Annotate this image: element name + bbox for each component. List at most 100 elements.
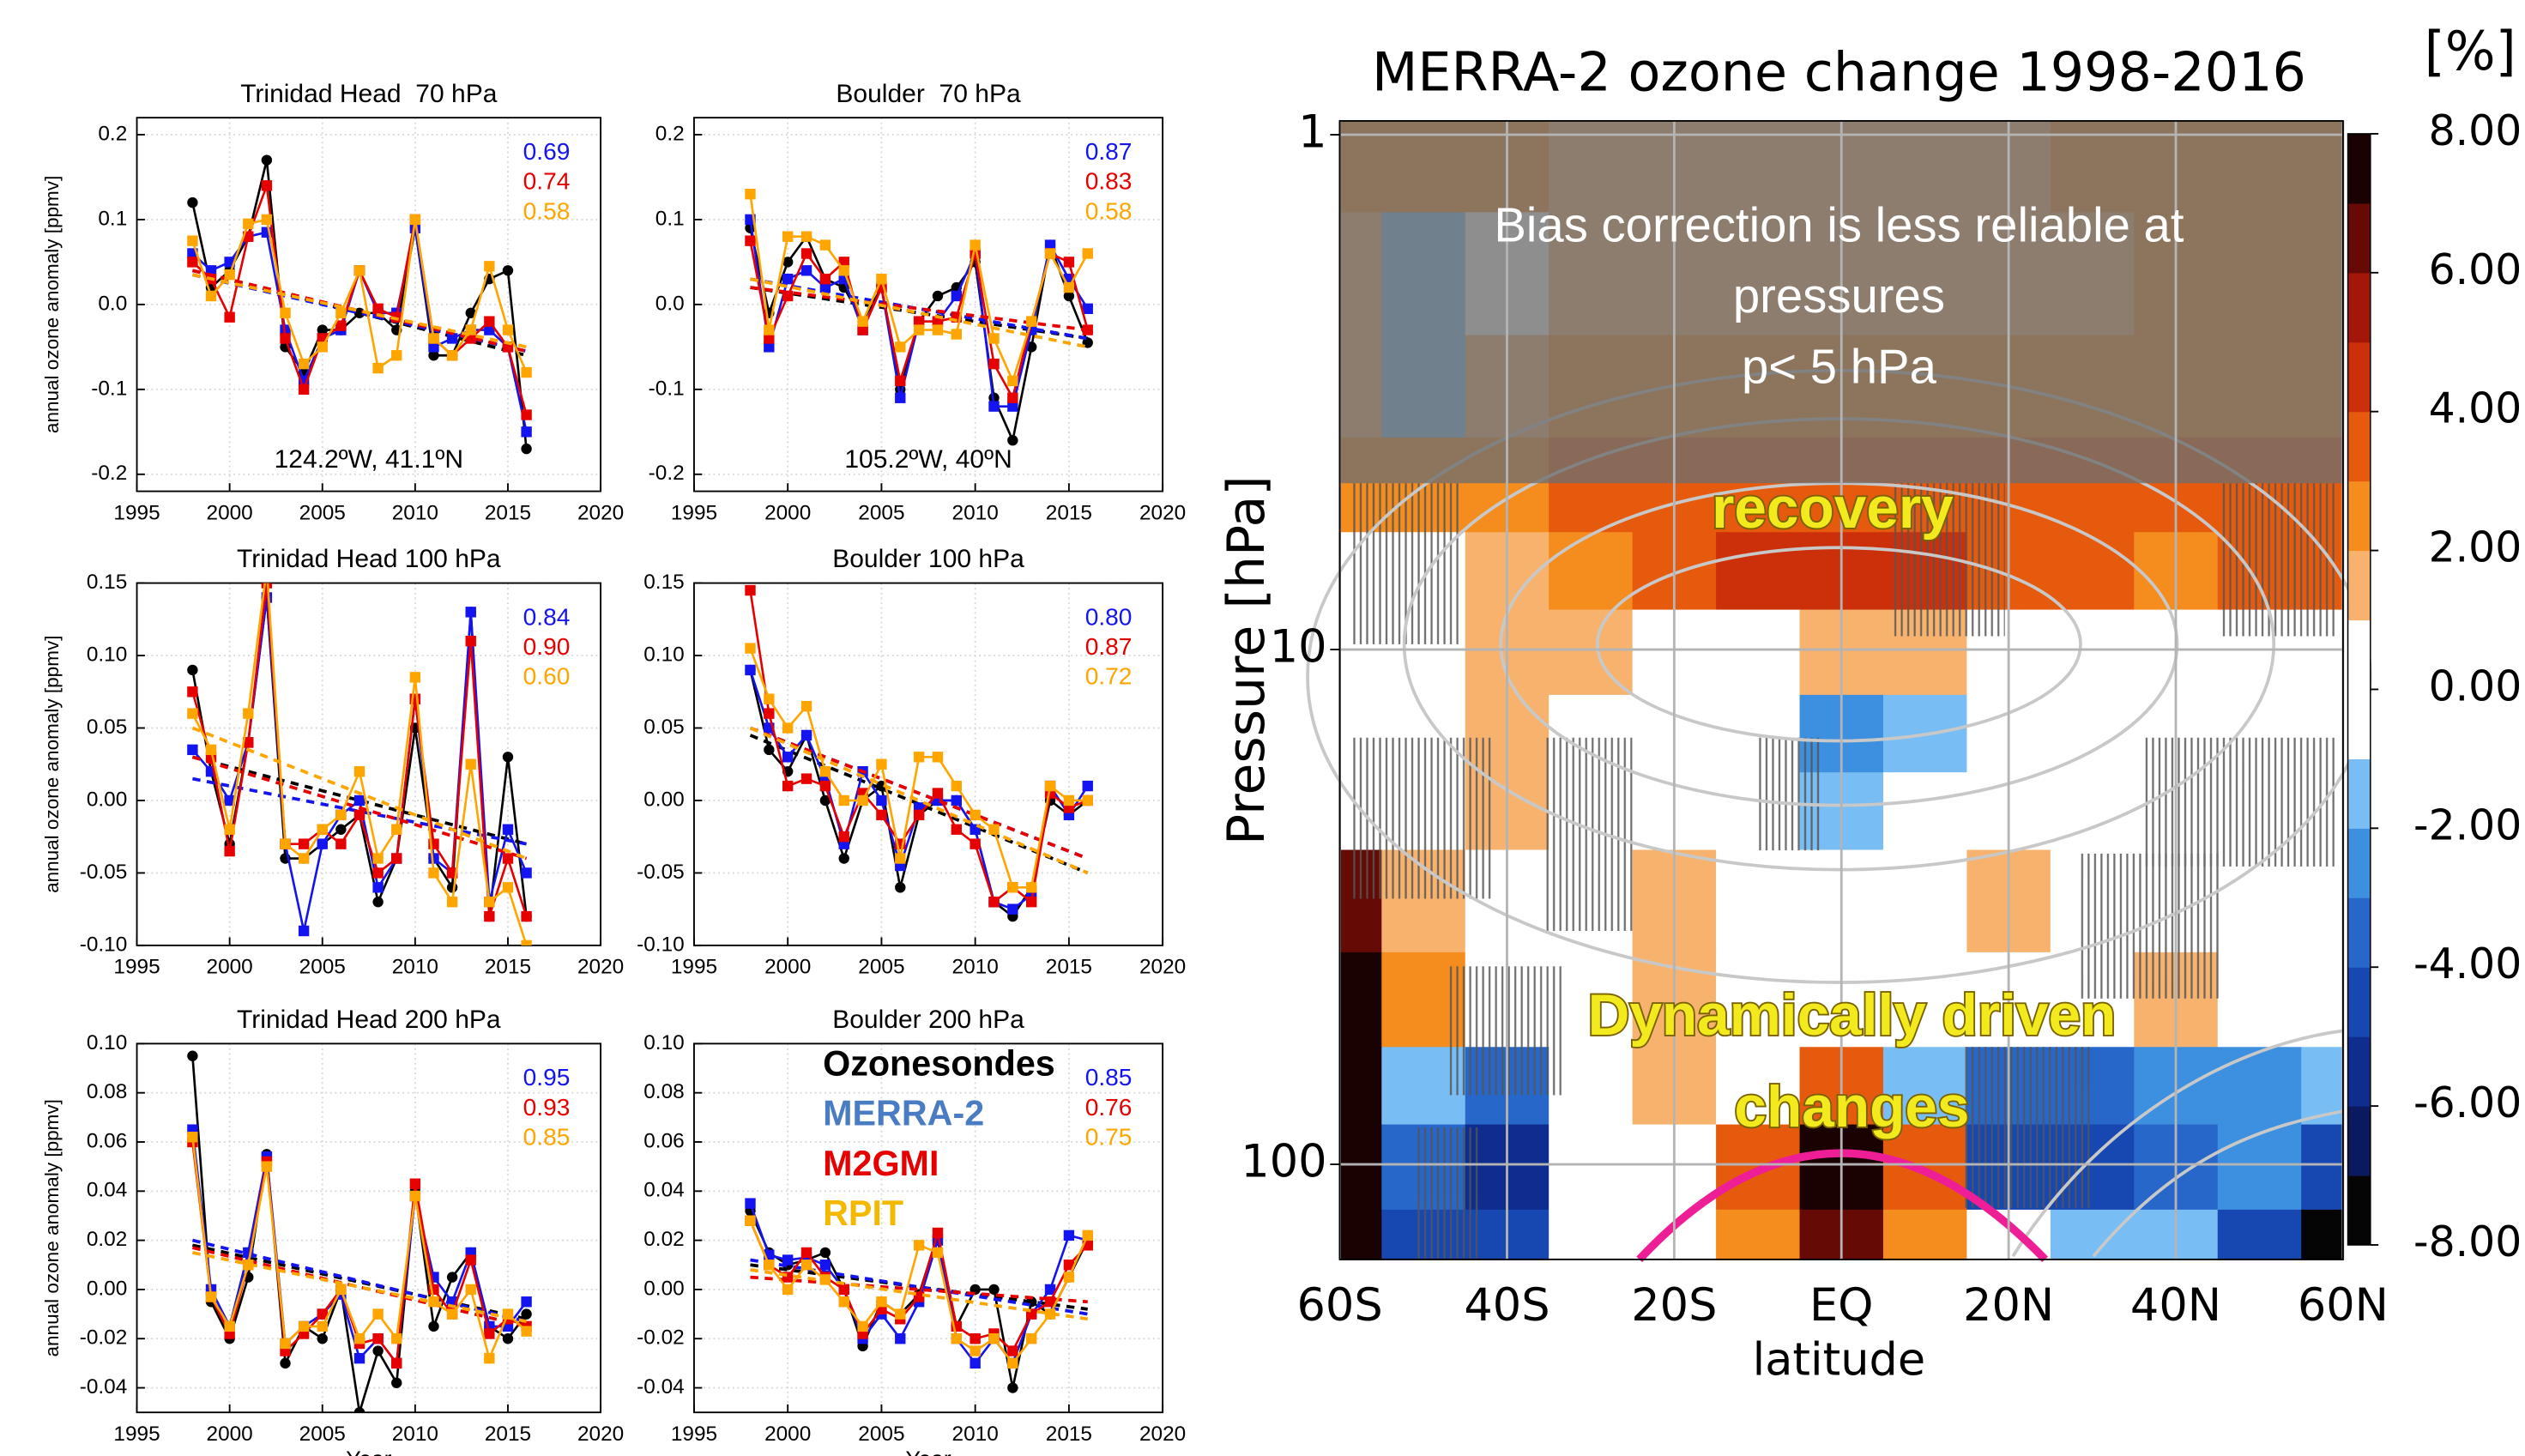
y-tick-label: 1 [1298,106,1326,159]
data-point [446,1272,458,1283]
x-tick-label: 2005 [858,501,904,524]
x-tick-label: 2020 [1139,956,1186,979]
data-point [502,1333,514,1344]
y-tick-label: 0.05 [87,716,127,739]
data-point [764,333,775,344]
x-tick-label: 2005 [299,501,346,524]
data-point [1063,1272,1075,1283]
correlation-label: 0.72 [1085,663,1133,690]
x-tick-label: 2020 [1139,1423,1186,1446]
colorbar-band [2347,967,2371,1037]
plot-area [187,154,532,455]
x-tick-label: 40S [1464,1279,1549,1332]
data-point [1007,882,1018,893]
data-point [465,1254,476,1266]
data-point [187,235,198,246]
contour-cell [1882,1209,1968,1260]
y-tick-label: -0.1 [91,377,127,400]
data-point [1082,1229,1093,1242]
data-point [1026,897,1037,908]
contour-cell [1882,952,1968,1048]
contour-axes: MERRA-2 ozone change 1998-2016 60S 40S 20S E… [1217,21,2522,1387]
data-point [391,853,402,864]
data-point [502,853,514,864]
data-point [317,324,328,335]
x-axis-label: latitude [1753,1334,1926,1387]
data-point [353,1333,365,1344]
data-point [261,180,273,191]
data-point [876,1296,887,1308]
data-point [298,1320,310,1332]
y-axis-label: annual ozone anomaly [ppmv] [41,176,63,433]
data-point [913,752,925,763]
contour-cell [2050,609,2135,696]
correlation-label: 0.85 [523,1124,571,1151]
data-point [353,794,365,807]
correlation-label: 0.95 [523,1064,571,1090]
y-tick-label: 0.05 [643,716,684,739]
data-point [1082,248,1093,259]
data-point [782,1254,794,1266]
annotation: changes [1734,1075,1969,1139]
colorbar-band [2347,480,2371,552]
chart-title: MERRA-2 ozone change 1998-2016 [1372,41,2306,103]
plot-frame [1338,119,2344,1260]
data-point [446,1308,458,1320]
data-point [317,1320,328,1332]
data-point [1026,316,1037,327]
data-point [857,316,868,327]
data-point [446,350,458,361]
panel-title: Trinidad Head 100 hPa [237,545,501,573]
data-point [484,261,495,272]
x-tick-label: 2015 [485,1423,531,1446]
data-point [800,773,812,784]
y-tick-label: 0.10 [643,643,684,666]
series-line [191,1129,528,1367]
plot-area [745,1198,1093,1393]
trend-line [749,726,1089,875]
data-point [187,664,198,676]
line-panels: Trinidad Head 70 hPa 0.2 0.1 0.0 -0.1 -0.2 199… [41,80,1186,1456]
data-point [1026,882,1037,893]
correlation-label: 0.60 [523,663,571,690]
x-tick-label: 1995 [671,956,717,979]
data-point [298,838,310,849]
contour-cell [1339,1209,1383,1260]
x-tick-label: 2000 [764,501,811,524]
x-tick-label: 40N [2130,1279,2221,1332]
data-point [745,235,756,246]
data-point [280,1338,291,1350]
data-point [465,1284,476,1296]
data-point [335,809,347,821]
y-tick-label: -0.2 [91,462,127,485]
data-point [261,583,273,589]
annotation: Dynamically driven [1588,983,2117,1048]
trend-line [749,734,1089,875]
panel-title: Boulder 100 hPa [832,545,1024,573]
data-point [409,1178,421,1189]
x-tick-label: 2015 [485,956,531,979]
data-point [951,780,963,792]
series-line [191,1141,528,1367]
data-point [280,838,291,849]
x-tick-label: 2005 [858,956,904,979]
plot-frame [136,117,602,492]
data-point [764,1260,775,1271]
x-tick-label: 1995 [113,1423,160,1446]
data-point [819,1274,831,1285]
data-point [205,1291,217,1302]
data-point [484,897,495,908]
data-point [857,794,868,807]
data-point [502,1308,514,1320]
contour-cell [2050,1209,2135,1260]
data-point [764,341,775,353]
data-point [1044,1284,1056,1296]
data-point [782,722,794,734]
data-point [335,320,347,331]
y-tick-label: 0.00 [87,788,127,811]
line-panel: Trinidad Head 70 hPa 0.2 0.1 0.0 -0.1 -0.2 199… [41,80,624,524]
data-point [857,324,868,335]
data-point [205,290,217,302]
y-tick-label: -0.05 [637,861,685,884]
